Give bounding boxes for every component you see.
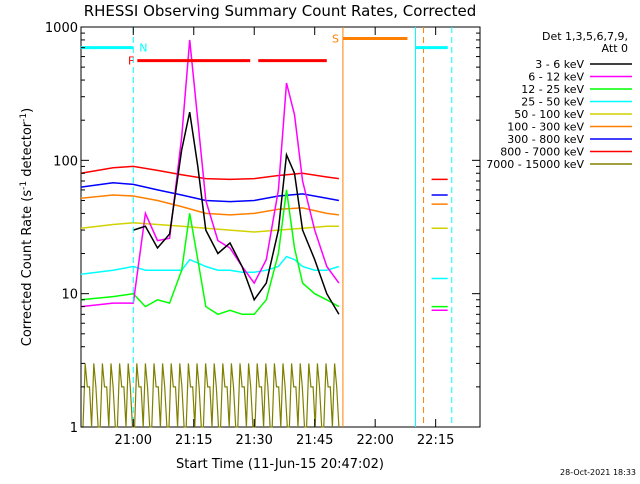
flag-label: F (128, 55, 134, 68)
x-axis-label: Start Time (11-Jun-15 20:47:02) (176, 457, 384, 472)
flag-label: N (139, 42, 147, 55)
x-tick-label: 21:00 (115, 433, 152, 448)
legend-label: 800 - 7000 keV (500, 146, 584, 159)
series-line-100-300-kev (80, 194, 339, 216)
y-axis-label: Corrected Count Rate (s-1 detector-1) (19, 108, 35, 346)
y-axis-label-sup1: -1 (19, 181, 29, 190)
series-layer (80, 39, 448, 428)
x-tick-label: 21:15 (175, 433, 212, 448)
y-axis-label-sup2: -1 (19, 113, 29, 122)
y-tick-label: 10 (61, 288, 78, 303)
y-axis-label-end: ) (20, 108, 35, 113)
y-axis-label-mid: detector (20, 121, 35, 181)
y-axis-label-main: Corrected Count Rate (s (20, 190, 35, 347)
series-line-50-100-kev (80, 222, 339, 233)
legend-label: 3 - 6 keV (535, 58, 584, 71)
y-tick-label: 100 (53, 154, 78, 169)
legend-label: 6 - 12 keV (528, 71, 584, 84)
x-tick-label: 21:30 (235, 433, 272, 448)
series-line-300-800-kev (80, 181, 340, 203)
title-group: RHESSI Observing Summary Count Rates, Co… (84, 2, 477, 20)
flag-label: S (332, 32, 339, 45)
legend-label: 100 - 300 keV (507, 121, 584, 134)
legend-label: 7000 - 15000 keV (486, 158, 584, 171)
legend-label: 50 - 100 keV (514, 108, 584, 121)
legend-header-line2: Att 0 (602, 42, 628, 55)
legend-label: 12 - 25 keV (521, 83, 584, 96)
x-tick-label: 22:15 (417, 433, 454, 448)
series-line-7000-15000-kev (80, 363, 340, 428)
chart-title: RHESSI Observing Summary Count Rates, Co… (84, 2, 477, 20)
flag-layer: NF S (80, 32, 448, 68)
legend-label: 25 - 50 keV (521, 96, 584, 109)
footer-timestamp: 28-Oct-2021 18:33 (560, 468, 636, 477)
marker-layer (132, 27, 453, 427)
series-line-6-12-kev (80, 39, 340, 308)
y-tick-label: 1 (70, 421, 78, 436)
x-tick-label: 22:00 (356, 433, 393, 448)
series-line-3-6-kev (133, 111, 340, 315)
series-line-800-7000-kev (80, 165, 339, 181)
x-tick-label: 21:45 (296, 433, 333, 448)
legend-label: 300 - 800 keV (507, 133, 584, 146)
axis-layer: 21:00 21:15 21:30 21:45 22:00 22:15 1 10 100 1000 (45, 21, 480, 448)
legend-header-line1: Det 1,3,5,6,7,9, (542, 30, 628, 43)
series-line-12-25-kev (80, 189, 340, 316)
y-tick-label: 1000 (45, 21, 78, 36)
